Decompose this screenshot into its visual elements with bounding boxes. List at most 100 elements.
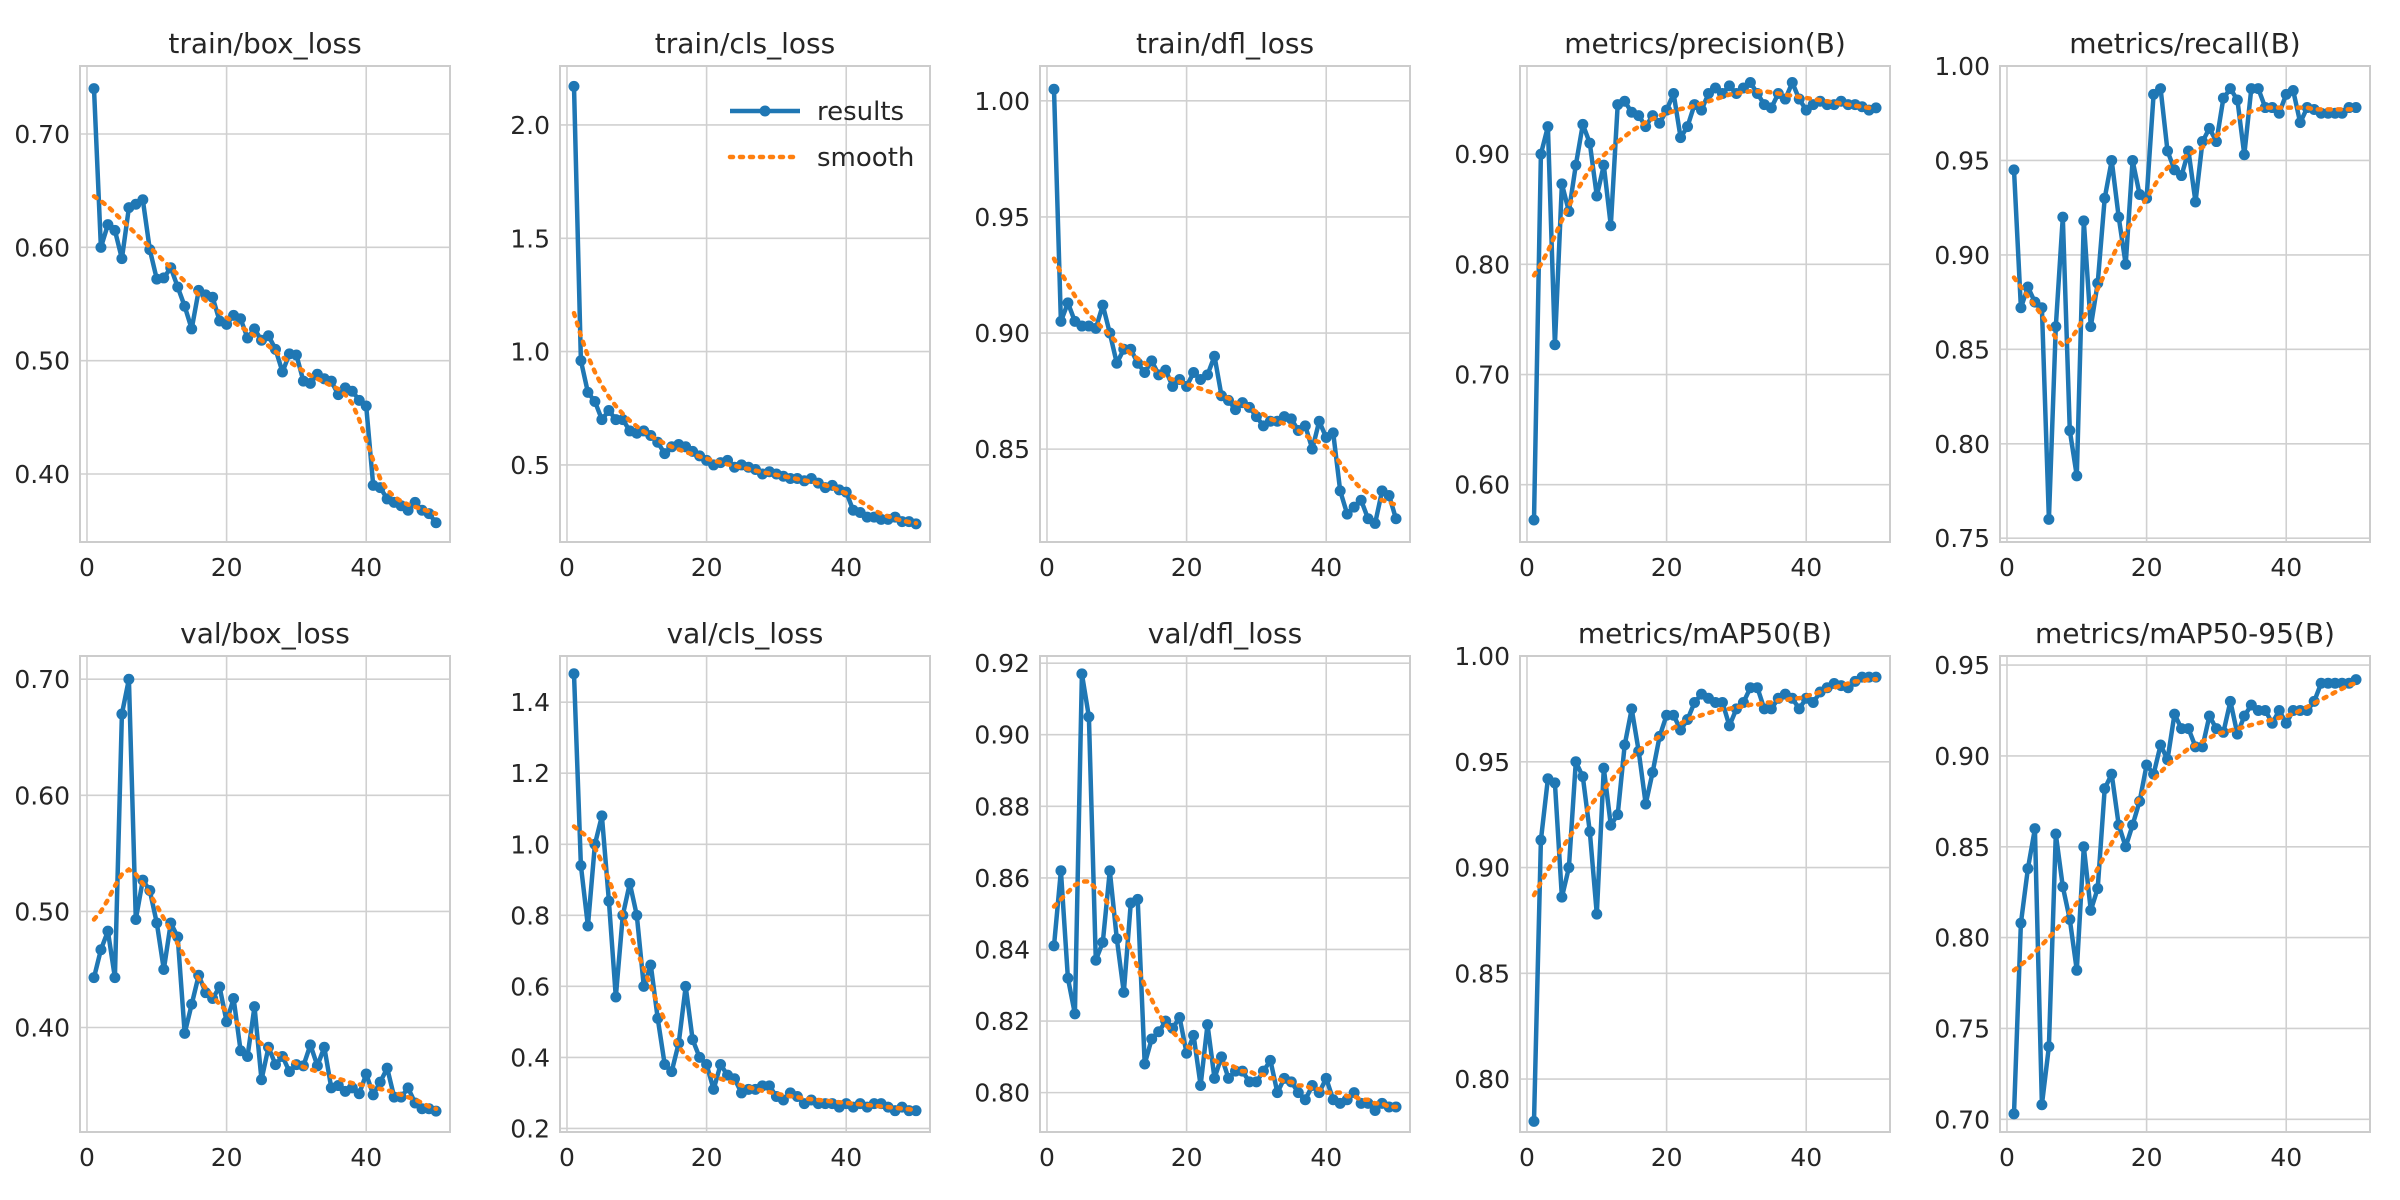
y-tick-label: 1.5 [510, 224, 550, 253]
results-point [659, 448, 671, 460]
results-point [1598, 762, 1610, 774]
results-point [1048, 940, 1060, 952]
y-tick-label: 0.75 [1934, 524, 1990, 553]
results-point [2196, 136, 2208, 148]
results-point [1612, 809, 1624, 821]
results-point [158, 963, 170, 975]
x-tick-label: 40 [1310, 1143, 1342, 1172]
y-tick-label: 0.95 [974, 203, 1030, 232]
results-point [1146, 1033, 1158, 1045]
x-tick-label: 0 [79, 553, 95, 582]
results-point [2224, 83, 2236, 95]
results-point [1222, 1072, 1234, 1084]
results-point [2141, 759, 2153, 771]
results-point [1202, 369, 1214, 381]
results-point [1083, 711, 1095, 723]
subplot-title: metrics/mAP50(B) [1578, 617, 1832, 650]
results-point [1668, 709, 1680, 721]
results-point [2127, 154, 2139, 166]
results-point [95, 241, 107, 253]
results-point [2231, 94, 2243, 106]
results-point [102, 925, 114, 937]
results-point [1556, 178, 1568, 190]
results-point [1132, 357, 1144, 369]
x-tick-label: 20 [691, 1143, 723, 1172]
results-point [1591, 908, 1603, 920]
results-point [1264, 1054, 1276, 1066]
subplot-title: metrics/precision(B) [1564, 27, 1846, 60]
results-point [290, 349, 302, 361]
results-point [1076, 668, 1088, 680]
results-point [2071, 470, 2083, 482]
results-point [603, 405, 615, 417]
results-point [242, 1051, 254, 1063]
results-point [1111, 357, 1123, 369]
results-point [1299, 1094, 1311, 1106]
results-point [2224, 695, 2236, 707]
results-point [1682, 121, 1694, 133]
results-point [1535, 148, 1547, 160]
x-tick-label: 20 [691, 553, 723, 582]
x-tick-label: 40 [830, 553, 862, 582]
results-point [1271, 1087, 1283, 1099]
y-tick-label: 1.00 [1454, 642, 1510, 671]
plot-frame [1519, 65, 1891, 543]
results-point [402, 1082, 414, 1094]
x-tick-label: 40 [1790, 553, 1822, 582]
subplot-metrics-recall-b-: 0 20 40 0.75 0.80 0.85 0.90 0.95 1.00 metrics/rec… [1934, 27, 2371, 582]
results-point [1202, 1019, 1214, 1031]
results-point [2217, 92, 2229, 104]
results-point [575, 860, 587, 872]
results-point [777, 1094, 789, 1106]
results-point [1097, 936, 1109, 948]
results-point [715, 1059, 727, 1071]
x-tick-label: 0 [559, 1143, 575, 1172]
results-point [123, 673, 135, 685]
y-tick-label: 0.85 [1454, 959, 1510, 988]
results-point [1334, 485, 1346, 497]
legend-results-marker [759, 105, 771, 117]
x-tick-label: 0 [79, 1143, 95, 1172]
subplot-train-box-loss: 0 20 40 0.40 0.50 0.60 0.70 train/box_loss [14, 27, 451, 582]
results-point [1181, 1047, 1193, 1059]
subplot-title: val/dfl_loss [1148, 617, 1302, 650]
y-tick-label: 0.40 [14, 460, 70, 489]
subplot-title: val/cls_loss [667, 617, 824, 650]
results-point [2106, 154, 2118, 166]
results-point [172, 281, 184, 293]
results-point [179, 1027, 191, 1039]
results-point [617, 414, 629, 426]
results-point [763, 1080, 775, 1092]
results-point [638, 980, 650, 992]
results-point [1209, 350, 1221, 362]
results-point [249, 323, 261, 335]
results-point [1807, 697, 1819, 709]
y-tick-label: 0.50 [14, 897, 70, 926]
results-point [2120, 841, 2132, 853]
results-point [2231, 728, 2243, 740]
results-point [1786, 77, 1798, 89]
results-point [332, 389, 344, 401]
x-tick-label: 0 [1039, 553, 1055, 582]
subplot-title: train/box_loss [168, 27, 361, 60]
results-point [1090, 954, 1102, 966]
smooth-series-line [1051, 879, 1399, 1110]
results-point [186, 998, 198, 1010]
results-point [610, 991, 622, 1003]
results-point [2022, 281, 2034, 293]
results-point [318, 1041, 330, 1053]
y-tick-label: 0.90 [1454, 140, 1510, 169]
y-tick-label: 0.90 [974, 319, 1030, 348]
results-point [353, 1088, 365, 1100]
results-point [95, 944, 107, 956]
y-tick-label: 0.40 [14, 1014, 70, 1043]
results-point [2064, 913, 2076, 925]
plot-frame [1999, 655, 2371, 1133]
results-point [2203, 710, 2215, 722]
results-point [582, 386, 594, 398]
subplot-title: train/dfl_loss [1136, 27, 1314, 60]
y-tick-label: 1.2 [510, 759, 550, 788]
results-point [186, 323, 198, 335]
results-point [2043, 1041, 2055, 1053]
